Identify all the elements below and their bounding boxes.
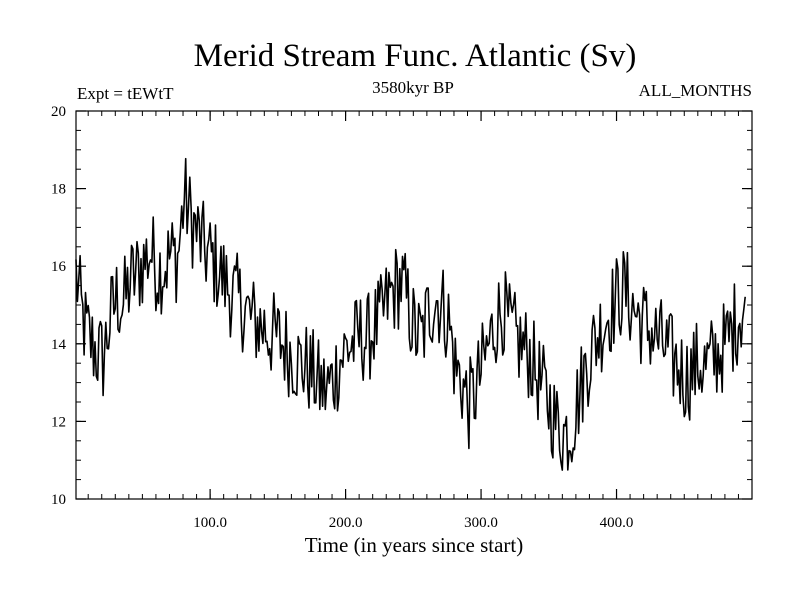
y-tick-label: 20 bbox=[51, 104, 66, 120]
y-tick-label: 16 bbox=[51, 259, 67, 275]
y-tick-label: 14 bbox=[51, 337, 67, 353]
chart-subtitle-right: ALL_MONTHS bbox=[639, 81, 752, 100]
series-line bbox=[75, 157, 746, 471]
x-tick-label: 300.0 bbox=[464, 515, 498, 531]
x-axis-label: Time (in years since start) bbox=[305, 533, 524, 557]
chart-subtitle-center: 3580kyr BP bbox=[372, 78, 454, 97]
y-tick-label: 18 bbox=[51, 182, 66, 198]
chart-title: Merid Stream Func. Atlantic (Sv) bbox=[194, 38, 637, 74]
x-tick-label: 200.0 bbox=[329, 515, 363, 531]
chart-subtitle-left: Expt = tEWtT bbox=[77, 84, 174, 103]
x-tick-label: 400.0 bbox=[600, 515, 634, 531]
x-tick-label: 100.0 bbox=[193, 515, 227, 531]
x-axis-ticks: 100.0 200.0 300.0 400.0 bbox=[193, 111, 633, 531]
y-tick-label: 10 bbox=[51, 492, 66, 508]
y-axis-ticks: 10 12 14 16 18 20 bbox=[51, 104, 752, 508]
y-tick-label: 12 bbox=[51, 414, 66, 430]
